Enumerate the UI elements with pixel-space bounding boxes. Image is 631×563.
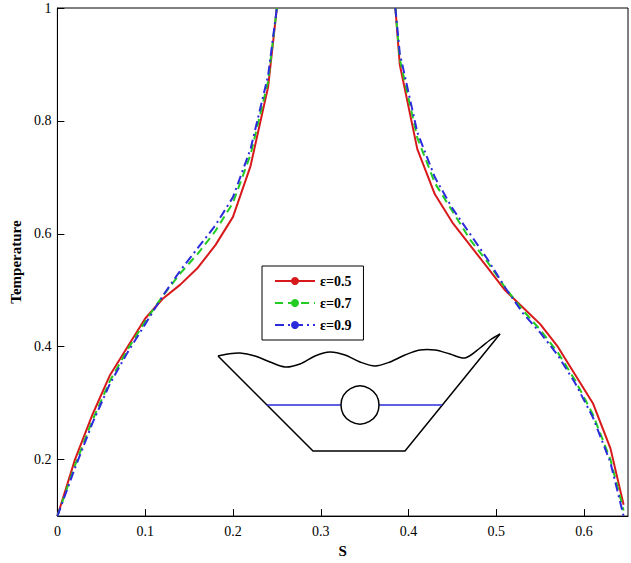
svg-text:0: 0 [54, 524, 61, 539]
svg-text:0.2: 0.2 [224, 524, 242, 539]
svg-text:0.1: 0.1 [136, 524, 154, 539]
svg-text:0.4: 0.4 [34, 339, 52, 354]
svg-text:0.8: 0.8 [34, 113, 52, 128]
svg-text:1: 1 [44, 1, 51, 16]
svg-text:ε=0.5: ε=0.5 [320, 274, 351, 289]
svg-text:S: S [339, 543, 347, 559]
svg-text:0.6: 0.6 [575, 524, 593, 539]
svg-text:0.4: 0.4 [400, 524, 418, 539]
svg-text:Temperature: Temperature [8, 220, 24, 304]
svg-text:0.6: 0.6 [34, 226, 52, 241]
svg-text:0.2: 0.2 [34, 452, 52, 467]
svg-text:ε=0.7: ε=0.7 [320, 296, 351, 311]
svg-text:0.3: 0.3 [312, 524, 330, 539]
svg-text:ε=0.9: ε=0.9 [320, 318, 351, 333]
svg-text:0.5: 0.5 [488, 524, 506, 539]
